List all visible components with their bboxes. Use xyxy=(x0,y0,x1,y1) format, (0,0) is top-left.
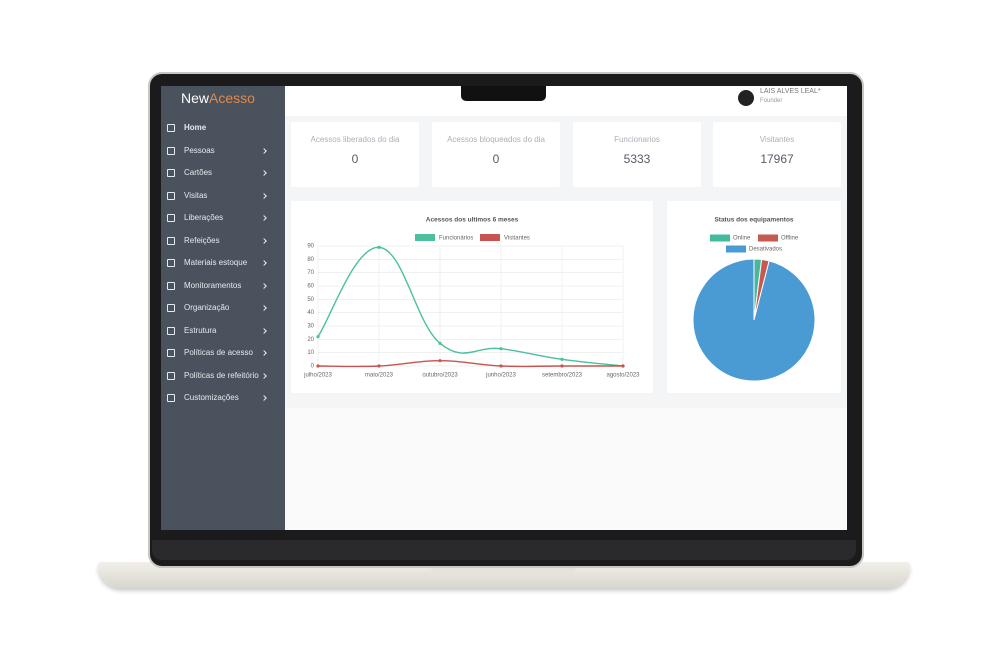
menu-item[interactable]: Liberações xyxy=(184,213,224,222)
menu-item[interactable]: Refeições xyxy=(184,235,220,245)
menu-item[interactable]: Estrutura xyxy=(184,325,217,335)
menu-icon xyxy=(167,169,175,177)
legend-label: Visitantes xyxy=(504,236,530,242)
lower-area xyxy=(285,408,847,530)
data-point xyxy=(377,245,381,249)
data-point xyxy=(621,364,625,368)
menu-icon xyxy=(167,191,175,200)
y-tick-label: 40 xyxy=(307,310,314,316)
menu-icon xyxy=(167,304,175,312)
y-tick-label: 10 xyxy=(307,350,314,356)
menu-icon xyxy=(167,146,175,155)
data-point xyxy=(377,364,381,368)
y-tick-label: 70 xyxy=(307,270,314,276)
y-tick-label: 0 xyxy=(311,364,315,370)
card-label: Funcionarios xyxy=(614,135,660,144)
menu-item[interactable]: Pessoas xyxy=(184,145,215,155)
chart-title: Status dos equipamentos xyxy=(714,217,793,224)
x-tick-label: setembro/2023 xyxy=(542,373,583,379)
line-panel xyxy=(291,201,653,393)
card-value: 5333 xyxy=(623,152,651,166)
y-tick-label: 80 xyxy=(307,257,314,263)
data-point xyxy=(499,364,503,368)
menu-item[interactable]: Customizações xyxy=(184,393,239,402)
x-tick-label: maio/2023 xyxy=(365,373,394,379)
menu-icon xyxy=(167,124,175,132)
legend-label: Desativados xyxy=(749,247,782,253)
stat-card: Acessos bloqueados do dia 0 xyxy=(432,122,560,187)
legend-swatch xyxy=(710,234,730,242)
data-point xyxy=(499,347,503,351)
menu-item[interactable]: Materiais estoque xyxy=(184,258,248,267)
brand-prefix: New xyxy=(181,90,210,106)
menu-icon xyxy=(167,371,175,380)
y-tick-label: 90 xyxy=(307,244,314,250)
pie-slice xyxy=(692,258,816,382)
card-label: Acessos bloqueados do dia xyxy=(447,135,545,144)
series-line xyxy=(317,359,623,368)
x-tick-label: agosto/2023 xyxy=(606,373,640,379)
menu-icon xyxy=(167,214,175,222)
x-tick-label: outubro/2023 xyxy=(422,373,458,379)
menu-item[interactable]: Home xyxy=(184,123,207,132)
menu-icon xyxy=(167,326,175,335)
card-value: 0 xyxy=(492,152,500,166)
menu-icon xyxy=(167,236,175,245)
card-value: 0 xyxy=(351,152,359,166)
data-point xyxy=(438,341,442,345)
y-tick-label: 60 xyxy=(307,284,314,290)
menu-icon xyxy=(167,259,175,267)
data-point xyxy=(560,357,564,361)
trackpad-notch xyxy=(430,566,576,574)
x-tick-label: junho/2023 xyxy=(485,373,516,379)
brand: NewAcesso xyxy=(181,90,255,106)
menu-item[interactable]: Organização xyxy=(184,303,230,312)
legend-label: Online xyxy=(733,236,751,242)
legend-label: Funcionários xyxy=(439,236,473,242)
menu-icon xyxy=(167,349,175,357)
user-role: Founder xyxy=(760,98,783,104)
card-value: 17967 xyxy=(760,152,794,166)
y-tick-label: 30 xyxy=(307,324,314,330)
camera-notch xyxy=(461,86,546,101)
legend-swatch xyxy=(726,245,746,253)
menu-icon xyxy=(167,281,175,290)
legend-swatch xyxy=(480,234,500,241)
menu-item[interactable]: Políticas de refeitório xyxy=(184,370,259,380)
chart-title: Acessos dos ultimos 6 meses xyxy=(426,217,519,224)
data-point xyxy=(316,364,320,368)
stat-card: Acessos liberados do dia 0 xyxy=(291,122,419,187)
card-label: Visitantes xyxy=(759,135,795,144)
legend-swatch xyxy=(758,234,778,242)
legend-label: Offline xyxy=(781,236,799,242)
stat-card: Visitantes 17967 xyxy=(713,122,841,187)
x-tick-label: julho/2023 xyxy=(303,373,332,379)
y-tick-label: 20 xyxy=(307,337,314,343)
user-name: LAIS ALVES LEAL* xyxy=(760,88,821,95)
bezel-bottom xyxy=(152,540,856,560)
sidebar xyxy=(161,86,285,530)
data-point xyxy=(438,359,442,363)
data-point xyxy=(316,335,320,339)
y-tick-label: 50 xyxy=(307,297,314,303)
menu-item[interactable]: Cartões xyxy=(184,168,213,177)
menu-item[interactable]: Políticas de acesso xyxy=(184,348,253,357)
legend-swatch xyxy=(415,234,435,241)
stat-card: Funcionarios 5333 xyxy=(573,122,701,187)
series-line xyxy=(317,246,624,367)
card-label: Acessos liberados do dia xyxy=(310,135,400,144)
avatar xyxy=(738,90,754,106)
menu-item[interactable]: Monitoramentos xyxy=(184,280,242,290)
menu-icon xyxy=(167,394,175,402)
data-point xyxy=(560,364,564,368)
menu-item[interactable]: Visitas xyxy=(184,190,208,200)
brand-suffix: Acesso xyxy=(209,90,255,106)
